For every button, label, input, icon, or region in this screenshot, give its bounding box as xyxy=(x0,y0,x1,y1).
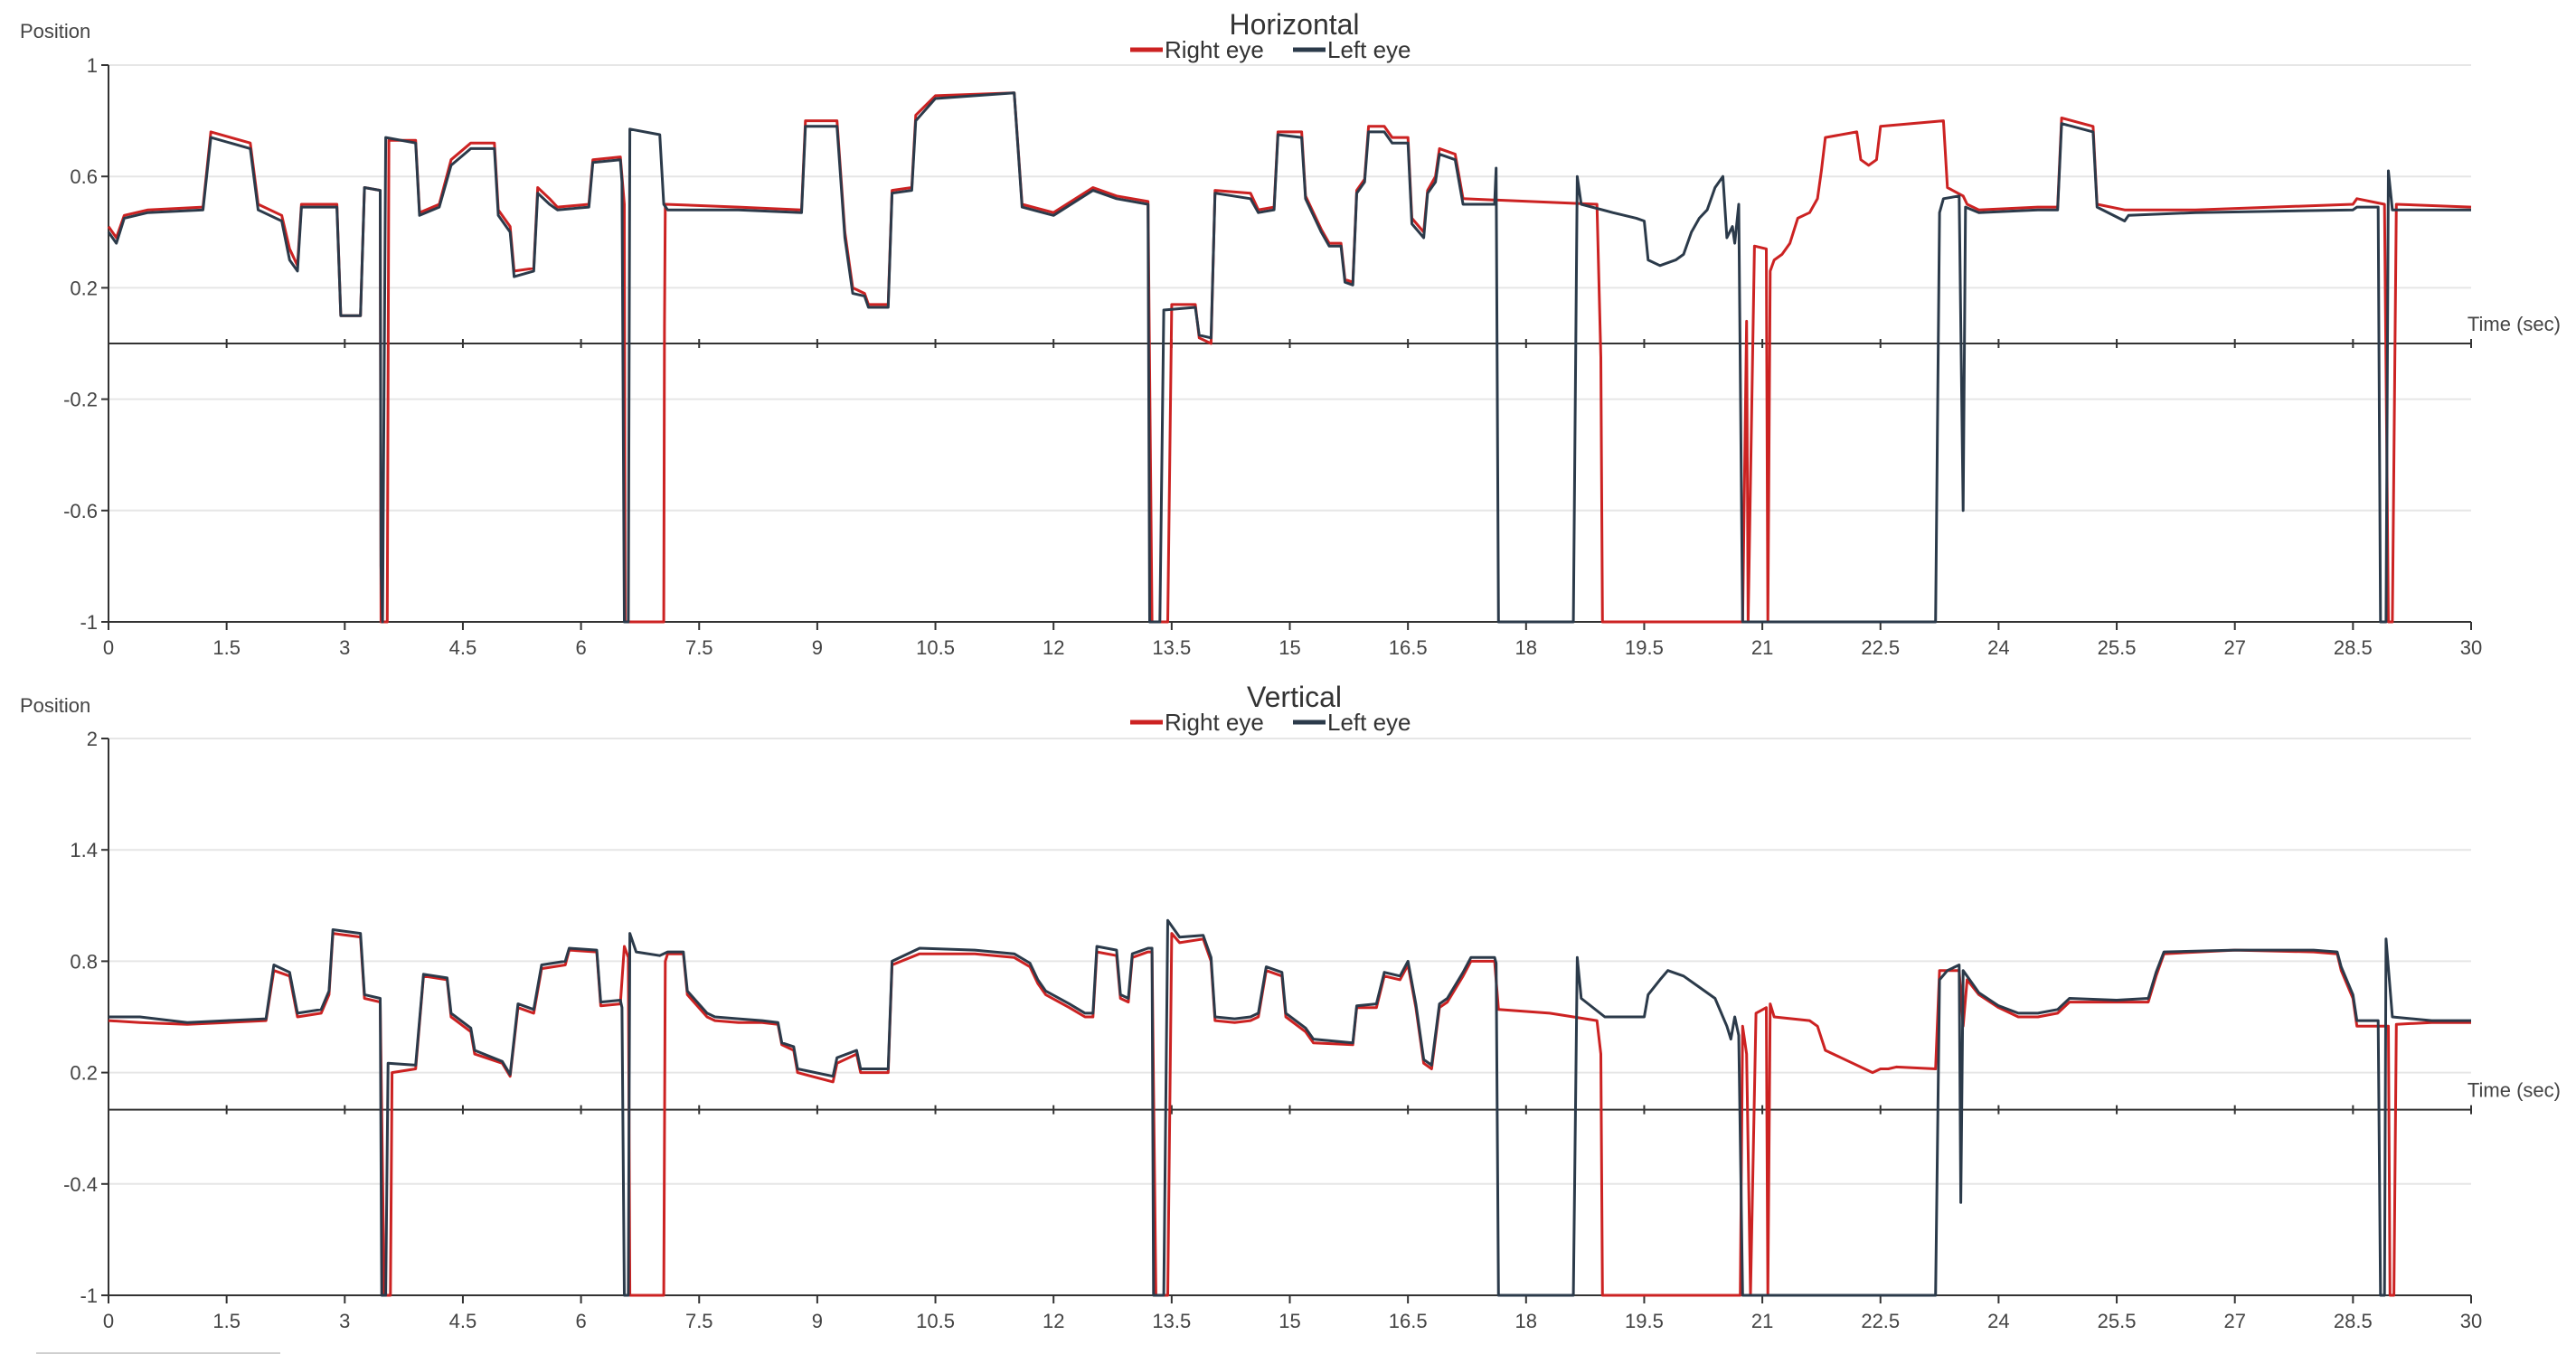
x-tick-label: 4.5 xyxy=(449,1310,477,1332)
x-tick-label: 19.5 xyxy=(1625,636,1664,659)
x-tick-label: 30 xyxy=(2460,636,2482,659)
legend-label: Left eye xyxy=(1327,709,1411,736)
y-axis-title: Position xyxy=(20,694,90,717)
x-tick-label: 25.5 xyxy=(2098,1310,2137,1332)
series-line-left-eye xyxy=(109,918,2471,1297)
legend-label: Right eye xyxy=(1165,36,1264,63)
x-tick-label: 12 xyxy=(1043,636,1064,659)
y-tick-label: 0.8 xyxy=(70,950,98,973)
x-tick-label: 25.5 xyxy=(2098,636,2137,659)
y-axis-title: Position xyxy=(20,20,90,42)
x-tick-label: 13.5 xyxy=(1152,636,1191,659)
x-tick-label: 13.5 xyxy=(1152,1310,1191,1332)
x-tick-label: 19.5 xyxy=(1625,1310,1664,1332)
x-tick-label: 28.5 xyxy=(2334,636,2373,659)
x-tick-label: 16.5 xyxy=(1389,1310,1428,1332)
legend-label: Right eye xyxy=(1165,709,1264,736)
x-tick-label: 1.5 xyxy=(212,1310,241,1332)
x-tick-label: 27 xyxy=(2223,636,2245,659)
series-line-left-eye xyxy=(107,91,2471,624)
x-tick-label: 9 xyxy=(812,636,823,659)
chart-vertical: 2 1.4 0.8 0.2 -0.4 -10 1.5 3 4.5 6 7.5 9 10.5 12 13.5 1… xyxy=(20,681,2561,1332)
x-tick-label: 18 xyxy=(1515,1310,1537,1332)
legend-label: Left eye xyxy=(1327,36,1411,63)
x-tick-label: 24 xyxy=(1987,1310,2009,1332)
y-tick-label: -1 xyxy=(80,611,98,634)
x-tick-label: 0 xyxy=(103,636,114,659)
y-tick-label: 0.6 xyxy=(70,165,98,188)
x-tick-label: 7.5 xyxy=(685,1310,713,1332)
x-tick-label: 7.5 xyxy=(685,636,713,659)
series-line-right-eye xyxy=(107,91,2472,624)
x-axis-title: Time (sec) xyxy=(2467,1079,2561,1102)
y-tick-label: 2 xyxy=(87,728,98,750)
series-line-right-eye xyxy=(108,932,2471,1297)
x-tick-label: 12 xyxy=(1043,1310,1064,1332)
x-axis-title: Time (sec) xyxy=(2467,313,2561,335)
x-tick-label: 10.5 xyxy=(916,636,955,659)
x-tick-label: 22.5 xyxy=(1861,1310,1900,1332)
x-tick-label: 24 xyxy=(1987,636,2009,659)
y-tick-label: -0.4 xyxy=(63,1173,98,1196)
chart-title: Horizontal xyxy=(1229,8,1359,41)
x-tick-label: 6 xyxy=(575,636,586,659)
y-tick-label: 0.2 xyxy=(70,277,98,299)
x-tick-label: 0 xyxy=(103,1310,114,1332)
chart-title: Vertical xyxy=(1247,681,1342,713)
x-tick-label: 28.5 xyxy=(2334,1310,2373,1332)
x-tick-label: 16.5 xyxy=(1389,636,1428,659)
x-tick-label: 6 xyxy=(575,1310,586,1332)
y-tick-label: -1 xyxy=(80,1284,98,1307)
legend: Right eye Left eye xyxy=(1130,36,1411,63)
x-tick-label: 1.5 xyxy=(212,636,241,659)
chart-horizontal: 1 0.6 0.2 -0.2 -0.6 -10 1.5 3 4.5 6 7.5 9 10.5 12 13.5… xyxy=(20,8,2561,659)
legend: Right eye Left eye xyxy=(1130,709,1411,736)
x-tick-label: 15 xyxy=(1279,636,1300,659)
x-tick-label: 4.5 xyxy=(449,636,477,659)
y-tick-label: 0.2 xyxy=(70,1062,98,1085)
x-tick-label: 3 xyxy=(339,1310,350,1332)
y-tick-label: 1 xyxy=(87,54,98,77)
x-tick-label: 15 xyxy=(1279,1310,1300,1332)
y-tick-label: -0.2 xyxy=(63,389,98,411)
x-tick-label: 10.5 xyxy=(916,1310,955,1332)
x-tick-label: 9 xyxy=(812,1310,823,1332)
y-tick-label: 1.4 xyxy=(70,839,98,861)
x-tick-label: 3 xyxy=(339,636,350,659)
y-tick-label: -0.6 xyxy=(63,500,98,522)
x-tick-label: 30 xyxy=(2460,1310,2482,1332)
x-tick-label: 21 xyxy=(1751,636,1773,659)
x-tick-label: 21 xyxy=(1751,1310,1773,1332)
x-tick-label: 18 xyxy=(1515,636,1537,659)
x-tick-label: 22.5 xyxy=(1861,636,1900,659)
x-tick-label: 27 xyxy=(2223,1310,2245,1332)
